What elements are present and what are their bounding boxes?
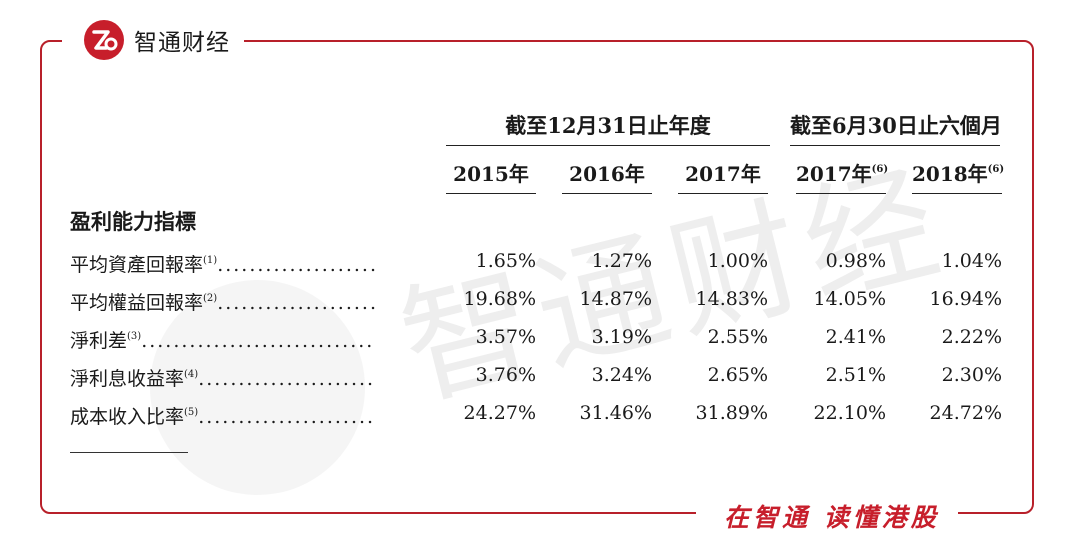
- column-header-2015: 2015年: [453, 162, 529, 186]
- column-underline: [562, 193, 652, 194]
- watermark-logo: [150, 280, 365, 495]
- table-row: 平均權益回報率(2).................... 19.68% 14…: [0, 284, 1080, 318]
- table-cell: 2.41%: [825, 326, 886, 348]
- table-row: 淨利差(3)............................. 3.57…: [0, 322, 1080, 356]
- table-cell: 3.57%: [475, 326, 536, 348]
- column-underline: [678, 193, 768, 194]
- row-label: 淨利息收益率(4)......................: [70, 368, 376, 390]
- slogan: 在智通 读懂港股: [724, 503, 940, 532]
- table-cell: 2.22%: [941, 326, 1002, 348]
- table-cell: 3.76%: [475, 364, 536, 386]
- column-underline: [446, 193, 536, 194]
- table-cell: 24.27%: [463, 402, 536, 424]
- table-cell: 19.68%: [463, 288, 536, 310]
- row-label: 平均資產回報率(1)....................: [70, 254, 378, 276]
- column-header-2016: 2016年: [569, 162, 645, 186]
- table-cell: 16.94%: [929, 288, 1002, 310]
- group-header-halfyear: 截至6月30日止六個月: [790, 113, 1002, 138]
- table-row: 平均資產回報率(1).................... 1.65% 1.2…: [0, 246, 1080, 280]
- table-cell: 2.30%: [941, 364, 1002, 386]
- row-label: 成本收入比率(5)......................: [70, 406, 376, 428]
- table-cell: 1.27%: [591, 250, 652, 272]
- table-cell: 3.19%: [591, 326, 652, 348]
- table-cell: 1.00%: [707, 250, 768, 272]
- table-cell: 14.05%: [813, 288, 886, 310]
- column-underline: [912, 193, 1002, 194]
- section-title: 盈利能力指標: [70, 209, 196, 234]
- column-header-2017-h1: 2017年(6): [796, 162, 889, 186]
- table-cell: 2.51%: [825, 364, 886, 386]
- brand-name: 智通财经: [134, 30, 230, 56]
- column-underline: [796, 193, 886, 194]
- table-cell: 31.89%: [695, 402, 768, 424]
- table-cell: 1.65%: [475, 250, 536, 272]
- table-row: 淨利息收益率(4)...................... 3.76% 3.…: [0, 360, 1080, 394]
- table-cell: 3.24%: [591, 364, 652, 386]
- table-cell: 22.10%: [813, 402, 886, 424]
- table-cell: 2.55%: [707, 326, 768, 348]
- brand-header: 智通财经: [62, 18, 244, 62]
- column-header-2018-h1: 2018年(6): [912, 162, 1005, 186]
- row-label: 淨利差(3).............................: [70, 330, 375, 352]
- slogan-box: 在智通 读懂港股: [696, 496, 958, 536]
- table-cell: 24.72%: [929, 402, 1002, 424]
- zhitong-logo-icon: [84, 20, 124, 60]
- table-cell: 1.04%: [941, 250, 1002, 272]
- table-cell: 31.46%: [579, 402, 652, 424]
- footnote-divider: [70, 452, 188, 453]
- table-row: 成本收入比率(5)...................... 24.27% 3…: [0, 398, 1080, 432]
- column-header-2017: 2017年: [685, 162, 761, 186]
- table-cell: 0.98%: [825, 250, 886, 272]
- group-underline-halfyear: [790, 145, 1000, 146]
- group-header-annual: 截至12月31日止年度: [505, 113, 711, 138]
- table-cell: 2.65%: [707, 364, 768, 386]
- group-underline-annual: [446, 145, 770, 146]
- table-cell: 14.83%: [695, 288, 768, 310]
- table-cell: 14.87%: [579, 288, 652, 310]
- row-label: 平均權益回報率(2)....................: [70, 292, 378, 314]
- red-frame: [40, 40, 1034, 514]
